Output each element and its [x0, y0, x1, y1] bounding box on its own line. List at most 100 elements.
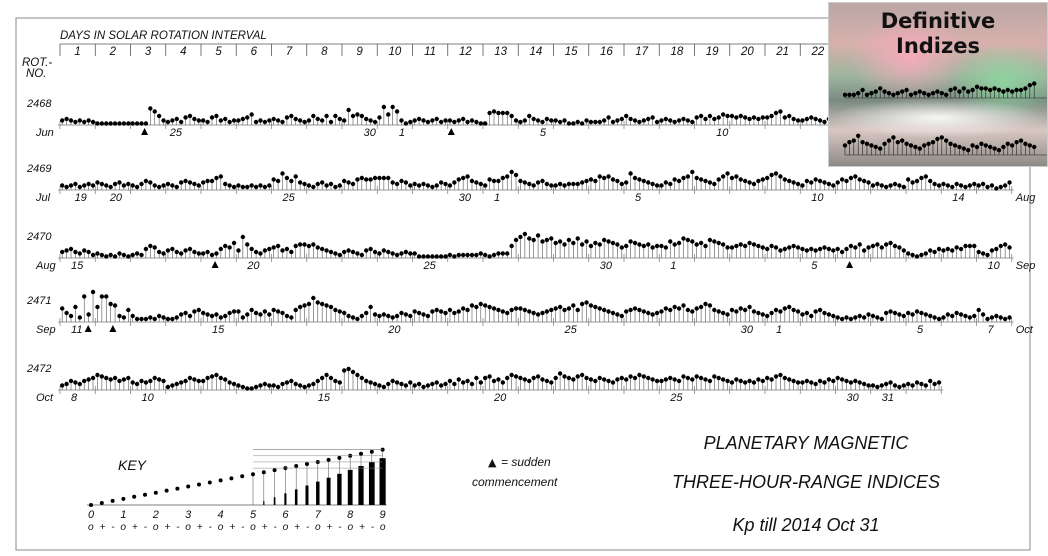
kp-point	[901, 383, 906, 388]
kp-point	[712, 239, 717, 244]
kp-point	[355, 251, 360, 256]
rotation-row: 2469 Jul Aug 19 20 25 30 1 5 10 14	[26, 163, 1036, 204]
kp-point	[196, 307, 201, 313]
kp-point	[804, 248, 810, 253]
kp-point	[518, 306, 523, 311]
kp-point	[333, 307, 338, 313]
rotation-row: 2468Jun2225301510	[26, 98, 1014, 139]
kp-point	[478, 251, 483, 256]
header-day-number: 19	[706, 46, 719, 58]
kp-point	[196, 118, 201, 123]
kp-point	[588, 177, 594, 182]
kp-point	[756, 243, 761, 249]
kp-point	[707, 180, 713, 185]
kp-point	[421, 254, 426, 259]
kp-point	[945, 312, 951, 317]
badge-mini-point	[856, 133, 861, 138]
kp-point	[284, 246, 290, 252]
kp-point	[99, 374, 105, 379]
kp-point	[297, 304, 303, 310]
header-day-number: 6	[251, 46, 258, 58]
kp-point	[738, 177, 743, 182]
kp-point	[465, 378, 470, 384]
kp-point	[888, 240, 893, 246]
kp-point	[386, 112, 391, 117]
kp-point	[434, 183, 439, 188]
kp-point	[562, 374, 567, 379]
date-label: 30	[847, 392, 860, 404]
header-day-number: 18	[670, 46, 683, 58]
kp-point	[73, 249, 78, 255]
kp-point	[408, 183, 413, 188]
kp-point	[778, 372, 783, 378]
kp-point	[782, 177, 788, 182]
kp-point	[297, 118, 303, 123]
kp-point	[914, 254, 920, 259]
rot-label: ROT.-	[22, 57, 52, 69]
kp-point	[430, 118, 435, 123]
kp-point	[646, 180, 651, 185]
kp-point	[231, 118, 237, 123]
kp-point	[641, 243, 647, 249]
key-scale-signs: o + - o + - o + - o + - o + - o + - o + …	[88, 522, 386, 533]
kp-point	[619, 245, 624, 250]
kp-point	[725, 113, 730, 119]
kp-point	[64, 184, 69, 190]
kp-point	[381, 175, 387, 181]
kp-point	[685, 375, 691, 381]
kp-point	[601, 307, 607, 313]
kp-point	[416, 381, 422, 387]
kp-point	[487, 177, 492, 182]
kp-point	[698, 240, 704, 246]
key-bar	[347, 469, 353, 505]
kp-point	[315, 116, 320, 122]
kp-point	[346, 180, 351, 185]
badge-mini-point	[1027, 143, 1032, 148]
kp-point	[861, 381, 867, 387]
kp-point	[355, 112, 360, 117]
badge-mini-point	[966, 89, 971, 94]
kp-point	[998, 184, 1003, 190]
kp-point	[579, 372, 585, 378]
kp-point	[112, 303, 118, 308]
kp-point	[813, 116, 818, 122]
kp-point	[831, 313, 836, 319]
kp-point	[201, 118, 206, 123]
kp-point	[601, 237, 607, 243]
kp-point	[659, 183, 664, 188]
kp-point	[280, 310, 285, 316]
kp-point	[637, 177, 642, 182]
kp-point	[452, 180, 457, 185]
kp-point	[910, 312, 915, 317]
kp-point	[126, 307, 131, 313]
kp-point	[778, 309, 783, 314]
kp-point	[791, 378, 796, 384]
kp-point	[174, 315, 179, 320]
kp-point	[205, 178, 210, 184]
kp-point	[337, 380, 342, 385]
kp-point	[390, 378, 395, 384]
kp-point	[249, 386, 254, 391]
kp-point	[284, 115, 290, 120]
kp-point	[769, 172, 774, 178]
kp-point	[161, 378, 166, 384]
rotation-number: 2472	[26, 363, 51, 375]
badge-mini-point	[1023, 86, 1028, 91]
key-point	[369, 449, 374, 454]
kp-point	[130, 183, 135, 188]
key-point	[305, 462, 309, 466]
kp-point	[359, 252, 365, 258]
badge-mini-point	[961, 146, 966, 151]
kp-point	[275, 178, 281, 184]
kp-point	[90, 252, 96, 258]
badge-mini-point	[983, 86, 988, 91]
kp-point	[297, 383, 303, 388]
kp-point	[469, 303, 475, 308]
kp-point	[342, 249, 347, 255]
kp-point	[672, 377, 677, 382]
kp-point	[787, 245, 792, 250]
badge-mini-point	[1027, 83, 1032, 88]
kp-point	[390, 104, 395, 110]
date-label: 10	[716, 127, 729, 139]
